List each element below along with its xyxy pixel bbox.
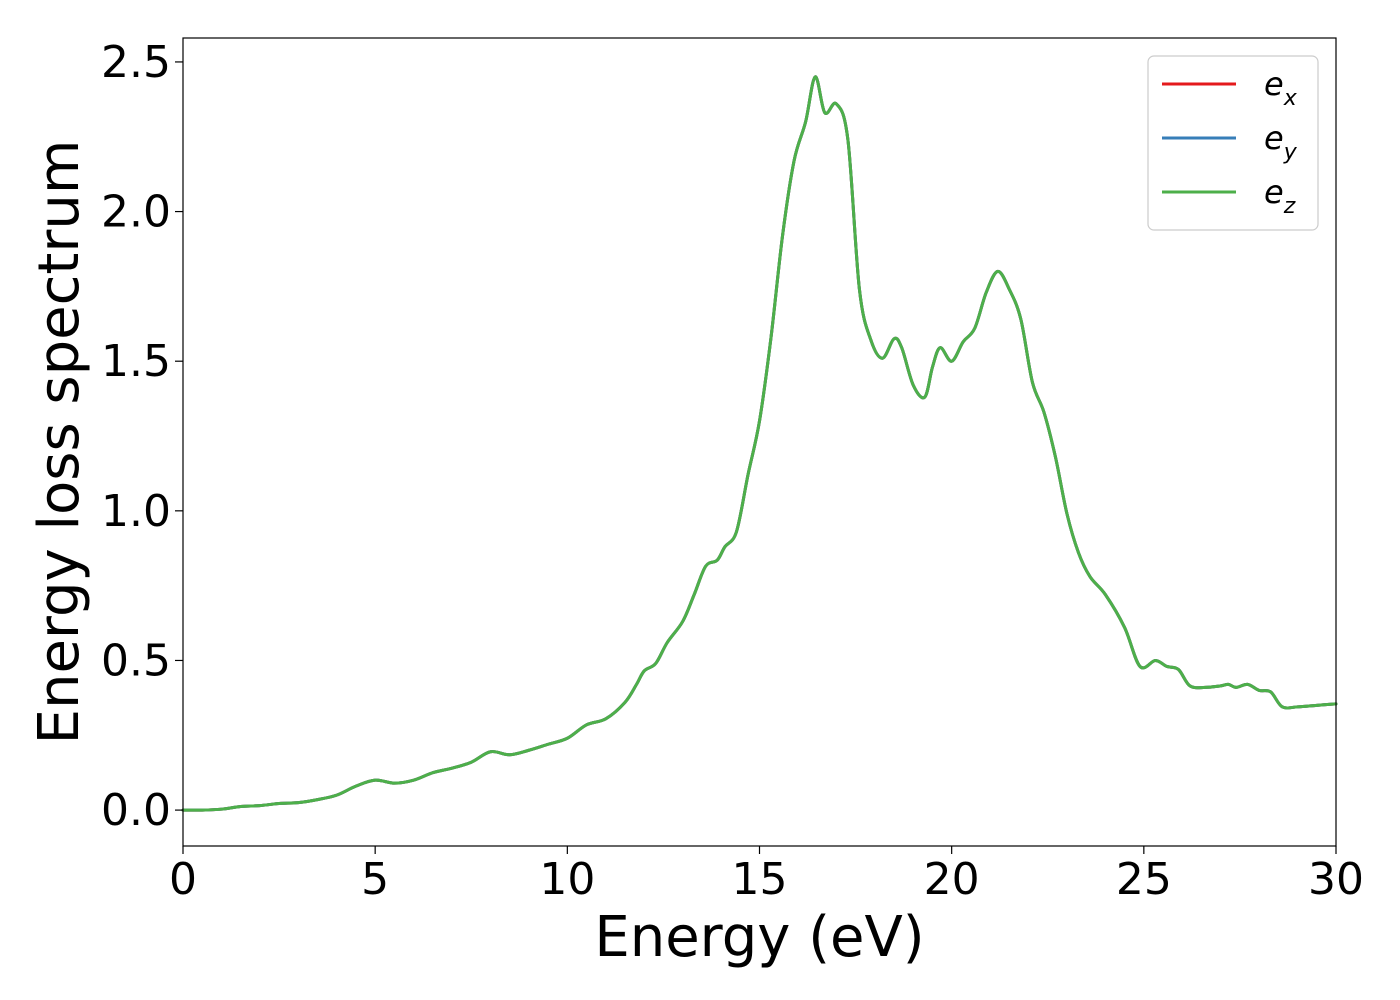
x-tick-label: 30	[1308, 854, 1364, 905]
series-line-e-z	[181, 75, 1338, 812]
y-tick-label: 0.0	[101, 785, 171, 836]
legend-box	[1147, 55, 1319, 231]
legend-items: ex ey ez	[1162, 65, 1298, 219]
y-tick-label: 1.5	[101, 336, 171, 387]
x-tick-label: 15	[732, 854, 788, 905]
x-tick-label: 10	[539, 854, 595, 905]
legend: ex ey ez	[1147, 55, 1319, 231]
y-tick-label: 1.0	[101, 486, 171, 537]
y-tick-label: 0.5	[101, 635, 171, 686]
y-axis: 0.0 0.5 1.0 1.5 2.0 2.5	[101, 37, 183, 836]
legend-label-e-x: ex	[1264, 65, 1298, 111]
series-layer	[181, 75, 1338, 812]
y-tick-label: 2.5	[101, 37, 171, 88]
x-axis-title: Energy (eV)	[594, 905, 924, 970]
x-tick-label: 5	[361, 854, 389, 905]
x-tick-label: 20	[924, 854, 980, 905]
y-axis-title: Energy loss spectrum	[27, 140, 92, 745]
legend-label-e-y: ey	[1264, 119, 1298, 165]
legend-label-e-z: ez	[1264, 173, 1296, 219]
x-tick-label: 25	[1116, 854, 1172, 905]
y-tick-label: 2.0	[101, 187, 171, 238]
x-tick-label: 0	[169, 854, 197, 905]
x-axis: 0 5 10 15 20 25 30	[169, 846, 1364, 905]
